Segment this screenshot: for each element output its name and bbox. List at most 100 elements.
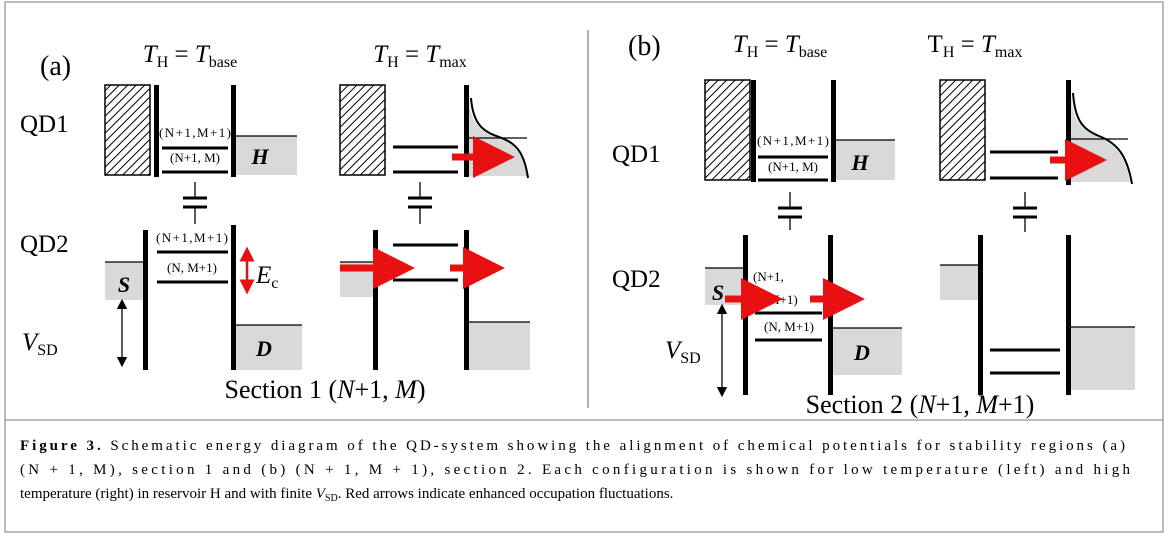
text-run: H xyxy=(943,44,955,61)
capacitor xyxy=(408,182,432,224)
panel-label: (a) xyxy=(40,51,71,82)
barrier xyxy=(464,230,469,370)
frame xyxy=(4,1,1164,533)
text-run: N xyxy=(336,375,356,404)
barrier xyxy=(464,85,469,177)
text-run: Schematic energy diagram of the QD-syste… xyxy=(104,438,1125,454)
barrier xyxy=(143,230,148,370)
level-label: (N+1, M) xyxy=(768,159,818,174)
text-run: SD xyxy=(325,493,338,504)
reservoir-label: D xyxy=(853,340,870,365)
vsd-label: VSD xyxy=(22,329,58,359)
text-run: T xyxy=(928,31,943,58)
text-run: T xyxy=(425,41,441,68)
reservoir xyxy=(236,325,302,370)
text-run: = xyxy=(168,41,195,68)
barrier xyxy=(828,235,833,395)
text-run: M xyxy=(394,375,418,404)
text-run: N xyxy=(917,390,937,419)
text-run: E xyxy=(255,262,271,289)
level-label: (N, M+1) xyxy=(167,260,217,275)
text-run: T xyxy=(195,41,211,68)
vsd-label: VSD xyxy=(665,337,701,367)
qd-label: QD2 xyxy=(20,231,69,258)
level-label: (N+1,M+1) xyxy=(156,230,228,245)
text-run: V xyxy=(665,337,683,364)
text-run: = xyxy=(399,41,426,68)
lead xyxy=(704,79,751,181)
ec-label: Ec xyxy=(255,262,278,292)
qd-label: QD1 xyxy=(612,141,661,168)
text-run: Section 1 ( xyxy=(224,375,337,404)
level-label: (N+1, M) xyxy=(170,150,220,165)
level-label: (N, M+1) xyxy=(764,319,814,334)
text-run: base xyxy=(209,54,237,71)
qd-label: QD2 xyxy=(612,266,661,293)
text-run: H xyxy=(157,54,169,71)
fermi-curve xyxy=(1072,92,1133,185)
qd-label: QD1 xyxy=(20,111,69,138)
barrier xyxy=(231,85,236,177)
barrier xyxy=(743,235,748,395)
reservoir xyxy=(1071,327,1135,390)
reservoir-label: H xyxy=(850,150,869,175)
text-run: T xyxy=(785,31,801,58)
reservoir-label: D xyxy=(255,336,272,361)
text-run: max xyxy=(439,54,467,71)
text-run: +1, xyxy=(354,375,395,404)
reservoir-label: S xyxy=(712,280,724,305)
reservoir xyxy=(236,136,297,175)
section-label: Section 2 (N+1, M+1) xyxy=(806,390,1035,419)
text-run: T xyxy=(981,31,997,58)
text-run: +1, xyxy=(936,390,977,419)
level-label: (N+1,M+1) xyxy=(757,133,829,148)
barrier xyxy=(154,85,159,177)
text-run: Section 2 ( xyxy=(806,390,919,419)
text-run: = xyxy=(758,31,785,58)
barrier xyxy=(978,235,983,395)
caption-line: Figure 3. Schematic energy diagram of th… xyxy=(20,438,1125,454)
header: TH = Tmax xyxy=(373,41,467,71)
reservoir xyxy=(105,262,143,300)
lead xyxy=(104,84,151,176)
text-run: . Red arrows indicate enhanced occupatio… xyxy=(338,486,674,502)
level-label: (N+1, xyxy=(753,269,784,284)
text-run: T xyxy=(143,41,159,68)
text-run: SD xyxy=(37,342,57,359)
barrier xyxy=(231,225,236,370)
text-run: M xyxy=(975,390,999,419)
barrier xyxy=(751,80,756,182)
text-run: temperature (right) in reservoir H and w… xyxy=(20,486,316,502)
text-run: max xyxy=(995,44,1023,61)
section-label: Section 1 (N+1, M) xyxy=(224,375,425,404)
caption-line: temperature (right) in reservoir H and w… xyxy=(20,486,673,504)
reservoir-label: S xyxy=(118,272,130,297)
header: TH = Tbase xyxy=(733,31,827,61)
text-run: c xyxy=(271,275,278,292)
reservoir xyxy=(469,322,530,370)
text-run: ) xyxy=(417,375,426,404)
caption-line: (N + 1, M), section 1 and (b) (N + 1, M … xyxy=(20,462,1130,478)
level-label: (N+1,M+1) xyxy=(159,125,231,140)
reservoir xyxy=(836,140,895,180)
lead xyxy=(939,79,986,181)
text-run: base xyxy=(799,44,827,61)
text-run: T xyxy=(373,41,389,68)
barrier xyxy=(1066,235,1071,395)
reservoir-label: H xyxy=(250,144,269,169)
lead xyxy=(339,84,386,176)
text-run: H xyxy=(747,44,759,61)
barrier xyxy=(373,230,378,370)
level-label: M+1) xyxy=(768,292,798,307)
text-run: +1) xyxy=(998,390,1034,419)
reservoir xyxy=(833,328,902,375)
text-run: V xyxy=(22,329,40,356)
text-run: = xyxy=(954,31,981,58)
text-run: Figure 3. xyxy=(20,438,101,454)
text-run: T xyxy=(733,31,749,58)
header: TH = Tbase xyxy=(143,41,237,71)
panel-label: (b) xyxy=(628,31,661,62)
capacitor xyxy=(778,192,802,230)
reservoir xyxy=(940,265,978,300)
